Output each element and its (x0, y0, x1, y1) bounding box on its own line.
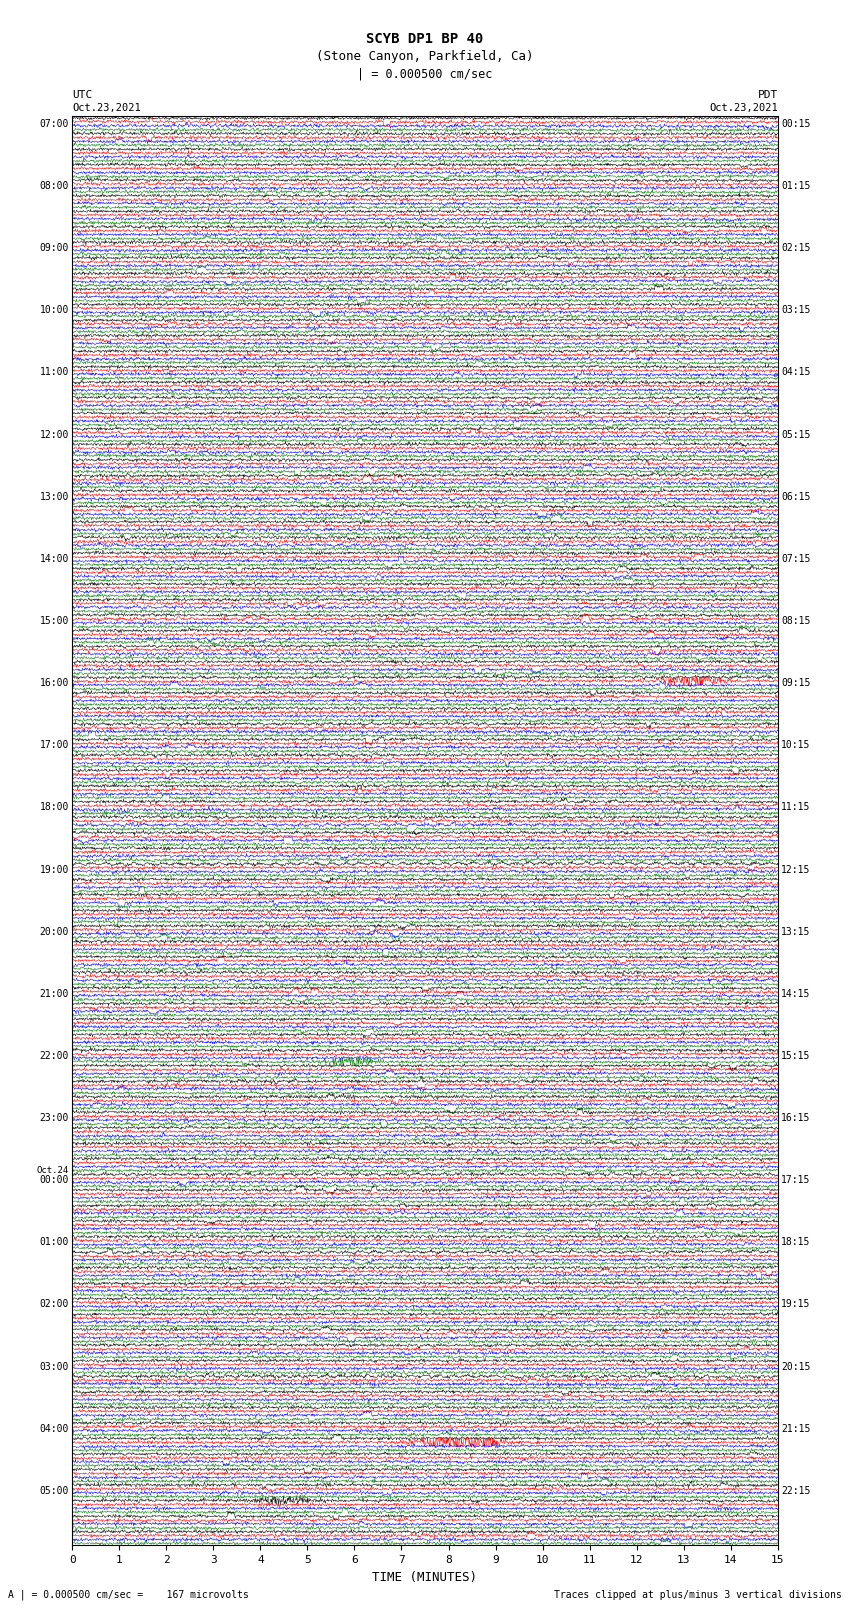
Text: 05:15: 05:15 (781, 429, 811, 440)
Text: 04:15: 04:15 (781, 368, 811, 377)
Text: | = 0.000500 cm/sec: | = 0.000500 cm/sec (357, 68, 493, 81)
Text: 15:00: 15:00 (39, 616, 69, 626)
Text: UTC: UTC (72, 90, 93, 100)
Text: 05:00: 05:00 (39, 1486, 69, 1495)
Text: 19:15: 19:15 (781, 1300, 811, 1310)
Text: 18:15: 18:15 (781, 1237, 811, 1247)
Text: 21:00: 21:00 (39, 989, 69, 998)
Text: 12:00: 12:00 (39, 429, 69, 440)
Text: 14:00: 14:00 (39, 553, 69, 565)
Text: 10:15: 10:15 (781, 740, 811, 750)
Text: 22:00: 22:00 (39, 1052, 69, 1061)
Text: 01:00: 01:00 (39, 1237, 69, 1247)
Text: Oct.23,2021: Oct.23,2021 (72, 103, 141, 113)
Text: 03:00: 03:00 (39, 1361, 69, 1371)
Text: Traces clipped at plus/minus 3 vertical divisions: Traces clipped at plus/minus 3 vertical … (553, 1590, 842, 1600)
Text: SCYB DP1 BP 40: SCYB DP1 BP 40 (366, 32, 484, 47)
Text: 02:15: 02:15 (781, 244, 811, 253)
Text: Oct.24: Oct.24 (37, 1166, 69, 1174)
Text: PDT: PDT (757, 90, 778, 100)
Text: A | = 0.000500 cm/sec =    167 microvolts: A | = 0.000500 cm/sec = 167 microvolts (8, 1589, 249, 1600)
Text: 16:15: 16:15 (781, 1113, 811, 1123)
Text: 15:15: 15:15 (781, 1052, 811, 1061)
Text: 01:15: 01:15 (781, 181, 811, 190)
Text: 18:00: 18:00 (39, 802, 69, 813)
Text: 09:00: 09:00 (39, 244, 69, 253)
Text: 23:00: 23:00 (39, 1113, 69, 1123)
Text: 11:00: 11:00 (39, 368, 69, 377)
Text: 16:00: 16:00 (39, 677, 69, 689)
Text: 03:15: 03:15 (781, 305, 811, 315)
Text: Oct.23,2021: Oct.23,2021 (709, 103, 778, 113)
Text: 10:00: 10:00 (39, 305, 69, 315)
X-axis label: TIME (MINUTES): TIME (MINUTES) (372, 1571, 478, 1584)
Text: 00:00: 00:00 (39, 1176, 69, 1186)
Text: 08:00: 08:00 (39, 181, 69, 190)
Text: 07:00: 07:00 (39, 119, 69, 129)
Text: 17:00: 17:00 (39, 740, 69, 750)
Text: 12:15: 12:15 (781, 865, 811, 874)
Text: 19:00: 19:00 (39, 865, 69, 874)
Text: 21:15: 21:15 (781, 1424, 811, 1434)
Text: 00:15: 00:15 (781, 119, 811, 129)
Text: 13:15: 13:15 (781, 926, 811, 937)
Text: 02:00: 02:00 (39, 1300, 69, 1310)
Text: 11:15: 11:15 (781, 802, 811, 813)
Text: 20:00: 20:00 (39, 926, 69, 937)
Text: 13:00: 13:00 (39, 492, 69, 502)
Text: 06:15: 06:15 (781, 492, 811, 502)
Text: 14:15: 14:15 (781, 989, 811, 998)
Text: 09:15: 09:15 (781, 677, 811, 689)
Text: 17:15: 17:15 (781, 1176, 811, 1186)
Text: 07:15: 07:15 (781, 553, 811, 565)
Text: 22:15: 22:15 (781, 1486, 811, 1495)
Text: (Stone Canyon, Parkfield, Ca): (Stone Canyon, Parkfield, Ca) (316, 50, 534, 63)
Text: 08:15: 08:15 (781, 616, 811, 626)
Text: 04:00: 04:00 (39, 1424, 69, 1434)
Text: 20:15: 20:15 (781, 1361, 811, 1371)
